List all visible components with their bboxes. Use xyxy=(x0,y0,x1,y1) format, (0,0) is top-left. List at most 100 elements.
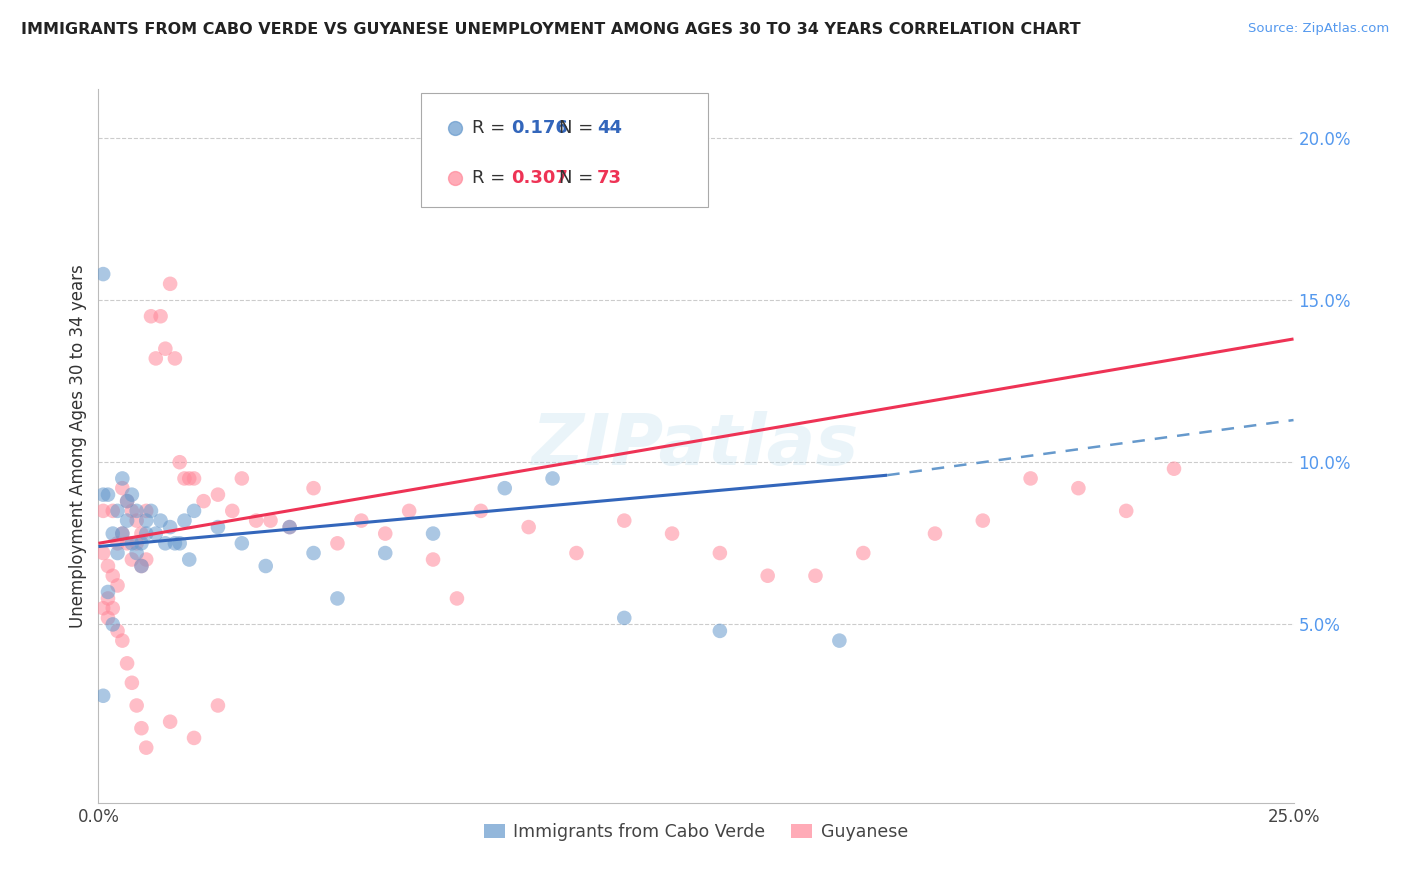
Point xyxy=(1067,481,1090,495)
Point xyxy=(125,546,148,560)
Point xyxy=(101,526,124,541)
Point xyxy=(159,714,181,729)
Point xyxy=(1019,471,1042,485)
Point xyxy=(179,552,201,566)
Point xyxy=(302,546,325,560)
Point xyxy=(350,514,373,528)
Text: 73: 73 xyxy=(596,169,621,186)
Text: 0.307: 0.307 xyxy=(510,169,568,186)
Point xyxy=(115,657,138,671)
Point xyxy=(231,471,253,485)
Point xyxy=(756,568,779,582)
Text: N =: N = xyxy=(558,119,599,136)
Point xyxy=(111,526,134,541)
Point xyxy=(91,689,114,703)
Point xyxy=(121,675,143,690)
Text: 44: 44 xyxy=(596,119,621,136)
Point xyxy=(163,536,186,550)
Point xyxy=(169,455,191,469)
Point xyxy=(155,536,177,550)
Point xyxy=(231,536,253,550)
Text: R =: R = xyxy=(472,119,512,136)
Text: R =: R = xyxy=(472,169,512,186)
Point xyxy=(565,546,588,560)
Point xyxy=(139,504,162,518)
Point xyxy=(97,585,120,599)
Point xyxy=(173,471,195,485)
Point xyxy=(852,546,875,560)
Point xyxy=(221,504,243,518)
Point xyxy=(155,342,177,356)
Point xyxy=(1163,461,1185,475)
Point xyxy=(145,526,167,541)
Point xyxy=(972,514,994,528)
Point xyxy=(163,351,186,366)
Point xyxy=(135,526,157,541)
Point xyxy=(278,520,301,534)
Point xyxy=(804,568,827,582)
Point xyxy=(302,481,325,495)
Point xyxy=(131,536,153,550)
Point xyxy=(326,536,349,550)
Point xyxy=(131,559,153,574)
Text: N =: N = xyxy=(558,169,599,186)
Point xyxy=(111,633,134,648)
Point xyxy=(254,559,277,574)
Point xyxy=(91,601,114,615)
Point xyxy=(374,546,396,560)
Point xyxy=(470,504,492,518)
Point xyxy=(125,536,148,550)
Point xyxy=(709,546,731,560)
Point xyxy=(149,514,172,528)
Point xyxy=(135,504,157,518)
Point xyxy=(613,611,636,625)
Text: ZIPatlas: ZIPatlas xyxy=(533,411,859,481)
Point xyxy=(259,514,281,528)
Point xyxy=(135,514,157,528)
Point xyxy=(541,471,564,485)
Point xyxy=(1115,504,1137,518)
Point xyxy=(107,578,129,592)
Point xyxy=(398,504,420,518)
Text: Source: ZipAtlas.com: Source: ZipAtlas.com xyxy=(1249,22,1389,36)
Point xyxy=(183,731,205,745)
Point xyxy=(661,526,683,541)
Point xyxy=(245,514,267,528)
Point xyxy=(924,526,946,541)
Point xyxy=(131,721,153,735)
Point xyxy=(115,536,138,550)
Point xyxy=(101,601,124,615)
Point xyxy=(207,520,229,534)
Point xyxy=(159,277,181,291)
Point xyxy=(111,481,134,495)
Point xyxy=(494,481,516,495)
Point xyxy=(121,488,143,502)
Point xyxy=(125,514,148,528)
Point xyxy=(91,488,114,502)
Point xyxy=(125,698,148,713)
Point xyxy=(517,520,540,534)
Point xyxy=(179,471,201,485)
Point xyxy=(183,504,205,518)
Point xyxy=(422,552,444,566)
Text: IMMIGRANTS FROM CABO VERDE VS GUYANESE UNEMPLOYMENT AMONG AGES 30 TO 34 YEARS CO: IMMIGRANTS FROM CABO VERDE VS GUYANESE U… xyxy=(21,22,1081,37)
Point xyxy=(97,559,120,574)
Point xyxy=(111,471,134,485)
Point xyxy=(115,494,138,508)
Point xyxy=(91,267,114,281)
Point xyxy=(115,514,138,528)
Point xyxy=(131,559,153,574)
FancyBboxPatch shape xyxy=(422,93,709,207)
Point xyxy=(193,494,215,508)
Text: 0.176: 0.176 xyxy=(510,119,568,136)
Point xyxy=(173,514,195,528)
Point xyxy=(97,488,120,502)
Point xyxy=(422,179,444,194)
Point xyxy=(101,504,124,518)
Point xyxy=(97,611,120,625)
Point xyxy=(97,591,120,606)
Point xyxy=(139,310,162,324)
Point xyxy=(107,624,129,638)
Point xyxy=(107,546,129,560)
Point xyxy=(446,591,468,606)
